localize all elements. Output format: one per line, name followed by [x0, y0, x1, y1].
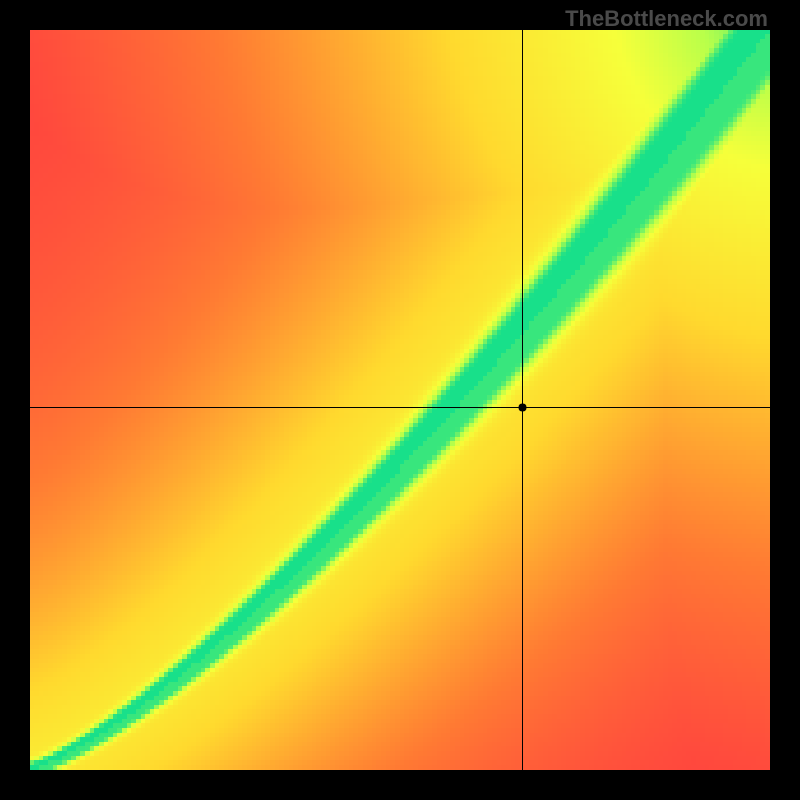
bottleneck-heatmap — [30, 30, 770, 770]
chart-container: TheBottleneck.com — [0, 0, 800, 800]
watermark-label: TheBottleneck.com — [565, 6, 768, 32]
